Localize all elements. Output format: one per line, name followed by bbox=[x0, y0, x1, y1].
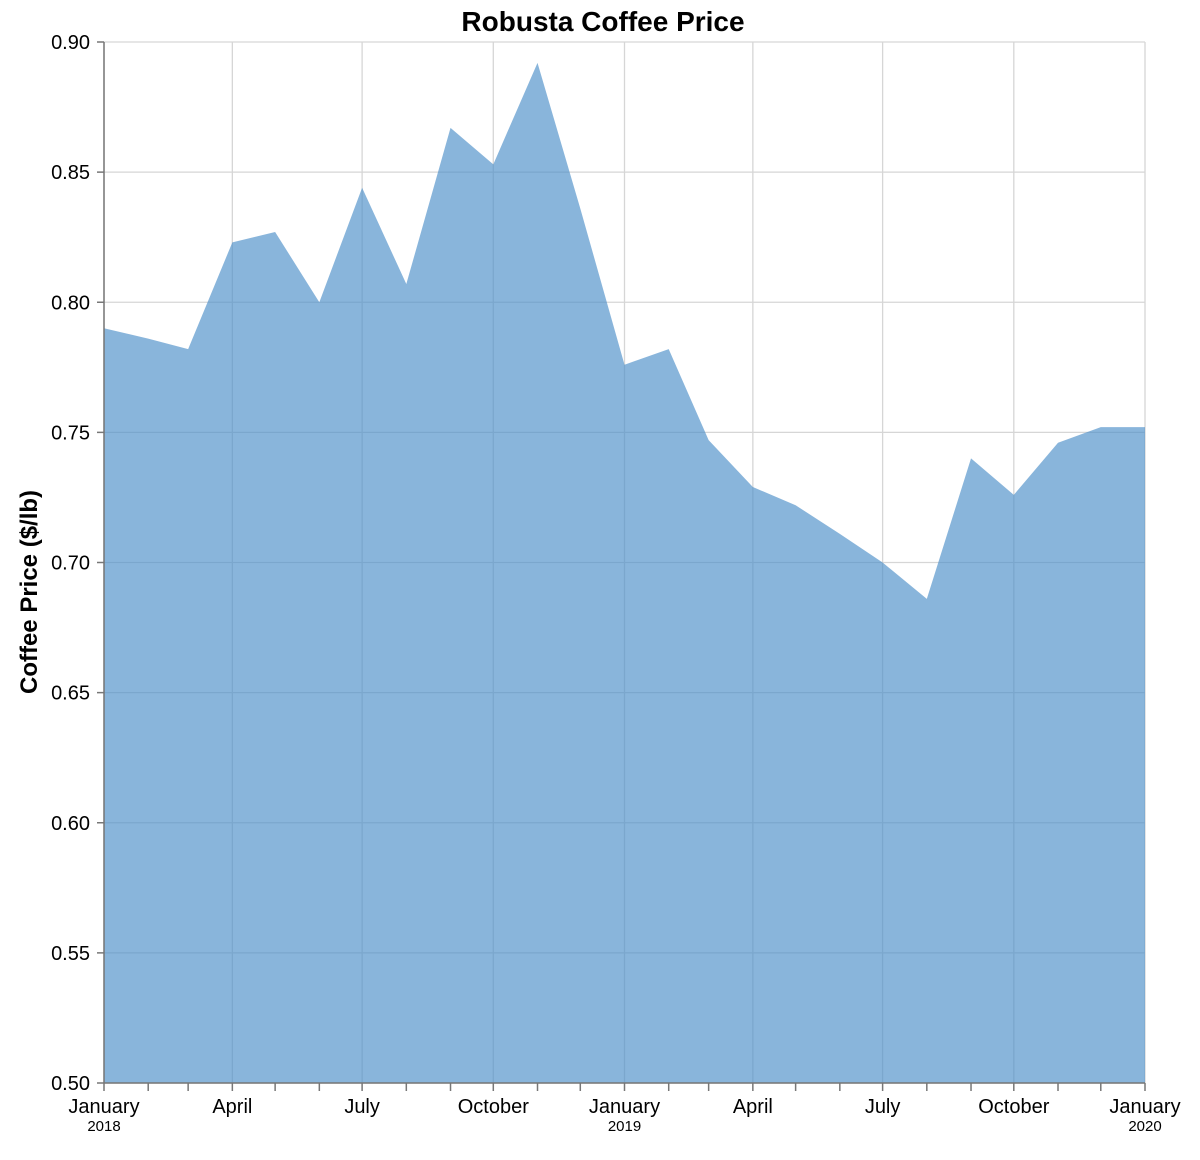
x-tick-label: October bbox=[458, 1096, 529, 1118]
y-tick-label: 0.60 bbox=[51, 813, 90, 835]
x-tick-label: January bbox=[1109, 1096, 1180, 1118]
y-tick-label: 0.75 bbox=[51, 422, 90, 444]
x-tick-label: January bbox=[589, 1096, 660, 1118]
y-axis-title: Coffee Price ($/lb) bbox=[16, 490, 43, 694]
y-tick-label: 0.85 bbox=[51, 162, 90, 184]
y-tick-label: 0.55 bbox=[51, 943, 90, 965]
x-tick-label: April bbox=[733, 1096, 773, 1118]
y-tick-label: 0.50 bbox=[51, 1073, 90, 1095]
area-series bbox=[104, 62, 1145, 1083]
x-tick-label: January bbox=[68, 1096, 139, 1118]
x-year-label: 2018 bbox=[87, 1118, 120, 1135]
x-year-label: 2019 bbox=[608, 1118, 641, 1135]
x-tick-label: July bbox=[865, 1096, 901, 1118]
axes: 0.50 0.55 0.60 0.65 0.70 0.75 0.80 0.85 0.90 Janu… bbox=[51, 32, 1181, 1135]
x-tick-label: July bbox=[344, 1096, 380, 1118]
x-year-label: 2020 bbox=[1128, 1118, 1161, 1135]
price-area bbox=[104, 62, 1145, 1083]
y-tick-label: 0.90 bbox=[51, 32, 90, 54]
x-tick-label: April bbox=[212, 1096, 252, 1118]
x-tick-label: October bbox=[978, 1096, 1049, 1118]
chart-title: Robusta Coffee Price bbox=[461, 6, 744, 37]
y-tick-label: 0.80 bbox=[51, 292, 90, 314]
y-tick-label: 0.70 bbox=[51, 553, 90, 575]
y-tick-label: 0.65 bbox=[51, 683, 90, 705]
